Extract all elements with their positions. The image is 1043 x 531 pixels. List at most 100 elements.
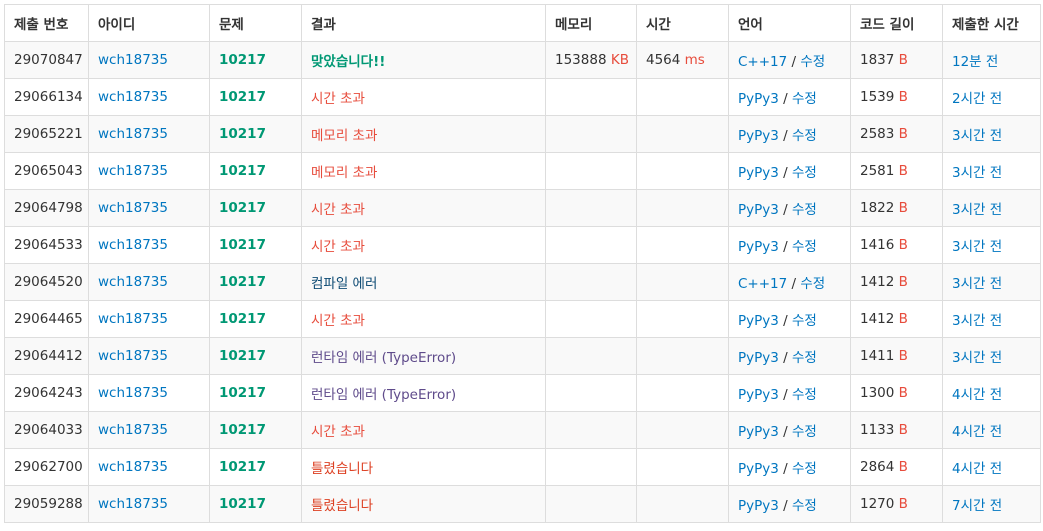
language-link[interactable]: PyPy3 xyxy=(738,498,779,514)
submitted-time-link[interactable]: 3시간 전 xyxy=(952,313,1003,329)
user-link[interactable]: wch18735 xyxy=(98,274,168,290)
result-text: 시간 초과 xyxy=(311,239,365,255)
problem-link[interactable]: 10217 xyxy=(219,496,266,512)
result-text: 틀렸습니다 xyxy=(311,498,374,514)
header-submission-id: 제출 번호 xyxy=(4,4,89,42)
problem-link[interactable]: 10217 xyxy=(219,89,266,105)
language-link[interactable]: PyPy3 xyxy=(738,387,779,403)
problem-link[interactable]: 10217 xyxy=(219,422,266,438)
memory-cell xyxy=(545,448,637,486)
problem-link[interactable]: 10217 xyxy=(219,200,266,216)
header-user: 아이디 xyxy=(88,4,210,42)
memory-cell xyxy=(545,411,637,449)
user-link[interactable]: wch18735 xyxy=(98,459,168,475)
edit-link[interactable]: 수정 xyxy=(792,313,817,329)
language-link[interactable]: PyPy3 xyxy=(738,313,779,329)
user-link[interactable]: wch18735 xyxy=(98,385,168,401)
user-link[interactable]: wch18735 xyxy=(98,237,168,253)
language-link[interactable]: PyPy3 xyxy=(738,461,779,477)
language-link[interactable]: PyPy3 xyxy=(738,128,779,144)
user-link[interactable]: wch18735 xyxy=(98,496,168,512)
user-link[interactable]: wch18735 xyxy=(98,163,168,179)
memory-cell xyxy=(545,226,637,264)
header-time: 시간 xyxy=(636,4,729,42)
time-cell xyxy=(636,115,729,153)
language-link[interactable]: PyPy3 xyxy=(738,202,779,218)
edit-link[interactable]: 수정 xyxy=(792,424,817,440)
code-length-unit: B xyxy=(898,459,908,475)
table-row: 29064033 wch18735 10217 시간 초과 PyPy3 / 수정 1133… xyxy=(4,411,1041,449)
problem-link[interactable]: 10217 xyxy=(219,459,266,475)
edit-link[interactable]: 수정 xyxy=(792,387,817,403)
user-link[interactable]: wch18735 xyxy=(98,200,168,216)
code-length-value: 1416 xyxy=(860,237,895,253)
user-link[interactable]: wch18735 xyxy=(98,311,168,327)
language-cell: PyPy3 / 수정 xyxy=(728,189,851,227)
submitted-time-link[interactable]: 3시간 전 xyxy=(952,165,1003,181)
user-link[interactable]: wch18735 xyxy=(98,52,168,68)
language-cell: C++17 / 수정 xyxy=(728,41,851,79)
edit-link[interactable]: 수정 xyxy=(792,498,817,514)
time-cell xyxy=(636,263,729,301)
submitted-time-link[interactable]: 3시간 전 xyxy=(952,128,1003,144)
edit-link[interactable]: 수정 xyxy=(792,461,817,477)
time-cell xyxy=(636,226,729,264)
language-link[interactable]: C++17 xyxy=(738,54,788,70)
problem-link[interactable]: 10217 xyxy=(219,385,266,401)
user-link[interactable]: wch18735 xyxy=(98,126,168,142)
edit-link[interactable]: 수정 xyxy=(792,128,817,144)
code-length-unit: B xyxy=(898,422,908,438)
submitted-time-link[interactable]: 4시간 전 xyxy=(952,461,1003,477)
submitted-time-link[interactable]: 4시간 전 xyxy=(952,387,1003,403)
submission-id: 29059288 xyxy=(4,485,89,523)
memory-cell xyxy=(545,263,637,301)
memory-cell xyxy=(545,78,637,116)
problem-link[interactable]: 10217 xyxy=(219,52,266,68)
language-separator: / xyxy=(778,313,792,329)
submitted-time-link[interactable]: 3시간 전 xyxy=(952,276,1003,292)
submitted-time-link[interactable]: 12분 전 xyxy=(952,54,999,70)
user-link[interactable]: wch18735 xyxy=(98,422,168,438)
language-link[interactable]: C++17 xyxy=(738,276,788,292)
language-link[interactable]: PyPy3 xyxy=(738,91,779,107)
time-cell xyxy=(636,300,729,338)
time-cell: 4564 ms xyxy=(636,41,729,79)
problem-link[interactable]: 10217 xyxy=(219,163,266,179)
problem-link[interactable]: 10217 xyxy=(219,274,266,290)
edit-link[interactable]: 수정 xyxy=(792,165,817,181)
language-separator: / xyxy=(778,202,792,218)
language-separator: / xyxy=(778,91,792,107)
user-link[interactable]: wch18735 xyxy=(98,348,168,364)
edit-link[interactable]: 수정 xyxy=(800,276,826,292)
problem-link[interactable]: 10217 xyxy=(219,311,266,327)
edit-link[interactable]: 수정 xyxy=(792,239,817,255)
user-link[interactable]: wch18735 xyxy=(98,89,168,105)
edit-link[interactable]: 수정 xyxy=(800,54,826,70)
submitted-time-link[interactable]: 3시간 전 xyxy=(952,202,1003,218)
language-link[interactable]: PyPy3 xyxy=(738,165,779,181)
submitted-time-link[interactable]: 3시간 전 xyxy=(952,350,1003,366)
result-text: 맞았습니다!! xyxy=(311,54,386,70)
edit-link[interactable]: 수정 xyxy=(792,202,817,218)
problem-link[interactable]: 10217 xyxy=(219,237,266,253)
problem-link[interactable]: 10217 xyxy=(219,126,266,142)
language-cell: PyPy3 / 수정 xyxy=(728,374,851,412)
language-link[interactable]: PyPy3 xyxy=(738,350,779,366)
code-length-cell: 1133 B xyxy=(850,411,943,449)
table-row: 29064465 wch18735 10217 시간 초과 PyPy3 / 수정 1412… xyxy=(4,300,1041,338)
code-length-cell: 1411 B xyxy=(850,337,943,375)
submitted-time-link[interactable]: 4시간 전 xyxy=(952,424,1003,440)
language-link[interactable]: PyPy3 xyxy=(738,239,779,255)
submitted-time-link[interactable]: 7시간 전 xyxy=(952,498,1003,514)
submission-id: 29070847 xyxy=(4,41,89,79)
edit-link[interactable]: 수정 xyxy=(792,91,817,107)
code-length-cell: 1822 B xyxy=(850,189,943,227)
submitted-time-link[interactable]: 3시간 전 xyxy=(952,239,1003,255)
language-link[interactable]: PyPy3 xyxy=(738,424,779,440)
edit-link[interactable]: 수정 xyxy=(792,350,817,366)
problem-link[interactable]: 10217 xyxy=(219,348,266,364)
time-value: 4564 xyxy=(646,52,681,68)
header-code-length: 코드 길이 xyxy=(850,4,943,42)
code-length-value: 1822 xyxy=(860,200,895,216)
submitted-time-link[interactable]: 2시간 전 xyxy=(952,91,1003,107)
